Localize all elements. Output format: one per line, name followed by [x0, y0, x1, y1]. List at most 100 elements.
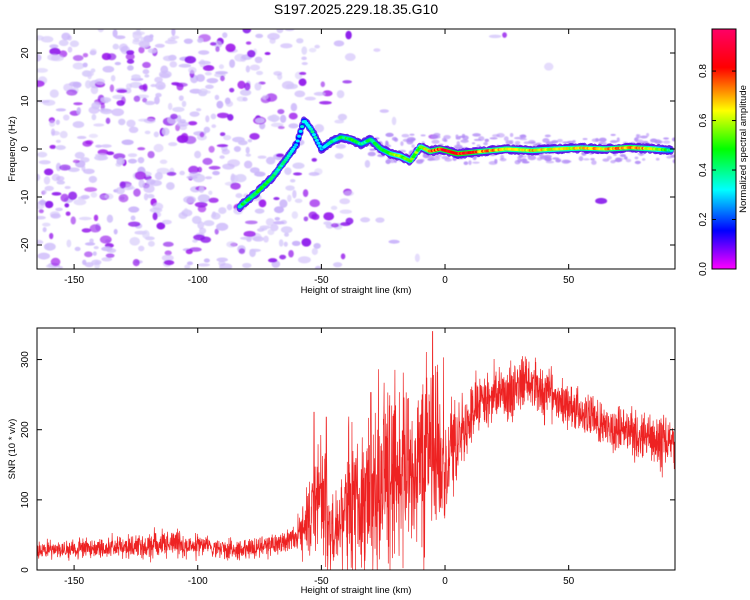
- noise-blob: [334, 119, 345, 124]
- noise-blob: [483, 141, 488, 146]
- noise-blob: [279, 199, 288, 208]
- noise-blob: [176, 121, 189, 127]
- noise-blob: [313, 91, 326, 96]
- noise-blob: [84, 262, 94, 268]
- noise-blob: [163, 259, 175, 266]
- noise-blob: [244, 220, 258, 225]
- spectrogram-y-tick-label: 0: [20, 146, 31, 152]
- noise-blob: [37, 35, 44, 41]
- noise-blob: [106, 214, 114, 223]
- noise-blob: [159, 159, 168, 165]
- noise-blob: [298, 71, 307, 76]
- noise-blob: [90, 48, 97, 55]
- noise-blob: [214, 228, 219, 235]
- noise-blob: [62, 114, 70, 121]
- noise-blob: [613, 159, 623, 163]
- noise-blob: [488, 161, 498, 165]
- noise-blob: [191, 215, 202, 225]
- noise-blob: [551, 140, 559, 144]
- noise-blob: [313, 123, 325, 133]
- ridge-core: [295, 139, 300, 143]
- noise-blob: [72, 159, 80, 164]
- noise-blob: [634, 137, 639, 142]
- spectrogram-x-tick-label: -50: [314, 275, 329, 286]
- snr-x-ticks: -150 -100 -50 0 50: [64, 328, 575, 587]
- noise-blob: [198, 60, 211, 65]
- noise-blob: [309, 199, 321, 208]
- noise-blob: [176, 114, 182, 123]
- noise-blob: [70, 216, 76, 225]
- noise-blob: [455, 134, 459, 139]
- noise-blob: [188, 66, 197, 74]
- noise-blob: [154, 76, 163, 83]
- noise-blob: [113, 153, 126, 160]
- noise-blob: [252, 236, 264, 242]
- noise-blob: [619, 153, 626, 158]
- noise-blob: [56, 180, 66, 185]
- noise-blob: [56, 176, 65, 182]
- noise-blob: [178, 95, 184, 101]
- noise-blob: [142, 97, 148, 103]
- noise-blob: [164, 250, 172, 256]
- noise-blob: [277, 125, 285, 130]
- noise-blob: [275, 153, 285, 158]
- noise-blob: [138, 46, 145, 54]
- noise-blob: [563, 160, 572, 163]
- noise-blob: [590, 158, 595, 161]
- noise-blob: [219, 263, 233, 269]
- noise-blob: [268, 114, 280, 122]
- ridge-core: [317, 144, 322, 148]
- ridge-core: [308, 127, 313, 131]
- noise-blob: [120, 96, 126, 105]
- noise-blob: [641, 158, 646, 161]
- noise-blob: [187, 121, 198, 126]
- noise-blob: [320, 81, 325, 88]
- noise-blob: [340, 253, 346, 260]
- noise-blob: [210, 113, 217, 120]
- noise-blob: [583, 158, 590, 161]
- noise-blob: [171, 29, 176, 37]
- noise-blob: [391, 116, 397, 126]
- ridge-core: [298, 129, 303, 133]
- noise-blob: [189, 88, 203, 94]
- noise-blob: [410, 138, 416, 141]
- noise-blob: [150, 84, 157, 88]
- noise-blob: [519, 134, 526, 138]
- noise-blob: [247, 49, 256, 58]
- noise-blob: [203, 220, 215, 227]
- noise-blob: [215, 70, 228, 75]
- noise-blob: [301, 237, 312, 247]
- noise-blob: [254, 56, 263, 64]
- noise-blob: [142, 61, 151, 69]
- noise-blob: [59, 164, 71, 171]
- noise-blob: [88, 175, 98, 183]
- noise-blob: [433, 132, 441, 137]
- noise-blob: [159, 73, 171, 78]
- noise-blob: [595, 138, 599, 142]
- snr-x-label: Height of straight line (km): [301, 585, 412, 596]
- noise-blob: [164, 39, 178, 45]
- noise-blob: [47, 53, 61, 61]
- noise-blob: [521, 155, 527, 158]
- noise-blob: [90, 191, 98, 198]
- noise-blob: [114, 61, 121, 66]
- noise-blob: [389, 159, 395, 164]
- noise-blob: [280, 226, 293, 234]
- noise-blob: [73, 102, 83, 106]
- noise-blob: [205, 115, 210, 123]
- noise-blob: [294, 198, 303, 203]
- noise-blob: [213, 40, 223, 49]
- noise-blob: [502, 32, 507, 38]
- noise-blob: [313, 243, 321, 249]
- noise-blob: [43, 168, 54, 176]
- noise-blob: [37, 173, 41, 181]
- noise-blob: [64, 185, 71, 190]
- noise-blob: [116, 89, 128, 93]
- noise-blob: [100, 97, 112, 103]
- noise-blob: [170, 113, 178, 120]
- noise-blob: [323, 212, 335, 221]
- noise-blob: [426, 154, 434, 159]
- spectrogram-y-label: Frequency (Hz): [7, 116, 18, 181]
- noise-blob: [138, 40, 150, 48]
- snr-y-label: SNR (10 * v/v): [7, 419, 18, 480]
